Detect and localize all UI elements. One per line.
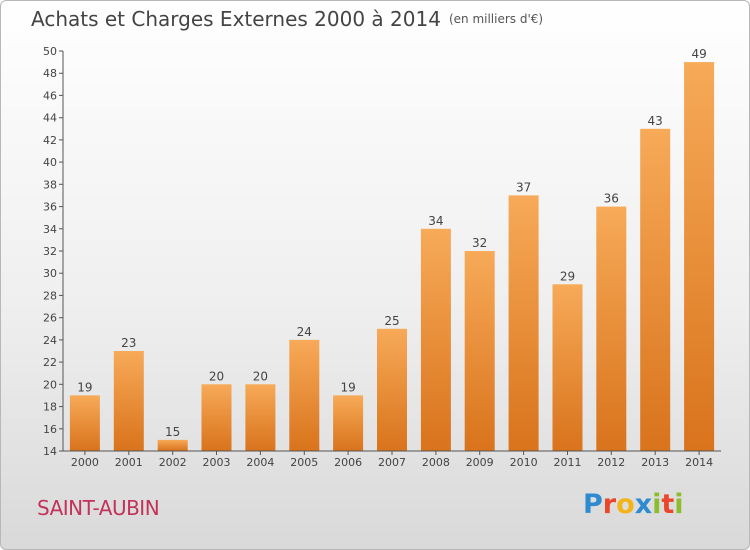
data-label-2003: 20 xyxy=(209,369,224,383)
y-tick-label-22: 22 xyxy=(43,356,57,369)
bar-2011 xyxy=(552,284,583,451)
x-tick-label-2000: 2000 xyxy=(71,456,99,469)
bar-2009 xyxy=(464,251,495,451)
bar-2006 xyxy=(333,395,364,451)
x-tick-label-2009: 2009 xyxy=(466,456,494,469)
bar-2003 xyxy=(201,384,232,451)
y-tick-label-28: 28 xyxy=(43,289,57,302)
y-tick-label-18: 18 xyxy=(43,401,57,414)
y-tick-label-16: 16 xyxy=(43,423,57,436)
y-tick-label-46: 46 xyxy=(43,89,57,102)
y-tick-label-38: 38 xyxy=(43,178,57,191)
x-tick-label-2002: 2002 xyxy=(159,456,187,469)
logo-letter: P xyxy=(583,489,603,520)
y-tick-label-40: 40 xyxy=(43,156,57,169)
bar-2005 xyxy=(289,339,320,451)
data-label-2012: 36 xyxy=(604,192,619,206)
y-tick-label-50: 50 xyxy=(43,45,57,58)
chart-subtitle: (en milliers d'€) xyxy=(448,12,544,26)
x-tick-label-2014: 2014 xyxy=(685,456,713,469)
bar-2012 xyxy=(596,206,627,451)
commune-name: SAINT-AUBIN xyxy=(37,496,160,520)
data-label-2014: 49 xyxy=(691,47,706,61)
data-label-2011: 29 xyxy=(560,269,575,283)
data-label-2001: 23 xyxy=(121,336,136,350)
y-tick-label-26: 26 xyxy=(43,312,57,325)
x-tick-label-2007: 2007 xyxy=(378,456,406,469)
data-label-2007: 25 xyxy=(384,314,399,328)
x-tick-label-2011: 2011 xyxy=(554,456,582,469)
y-tick-label-42: 42 xyxy=(43,134,57,147)
bar-2010 xyxy=(508,195,539,451)
bar-2007 xyxy=(377,328,407,451)
logo-letter: x xyxy=(634,489,653,520)
logo-letter: t xyxy=(661,489,675,520)
y-tick-label-44: 44 xyxy=(43,112,57,125)
axes-group: 2000 2001 2002 2003 2004 2005 2006 2007 2008 2009… xyxy=(43,45,721,469)
logo-letter: r xyxy=(602,489,617,520)
y-tick-label-30: 30 xyxy=(43,267,57,280)
bar-2002 xyxy=(157,439,188,451)
bar-2001 xyxy=(113,351,144,451)
x-tick-label-2008: 2008 xyxy=(422,456,450,469)
data-label-2004: 20 xyxy=(253,369,268,383)
data-label-2010: 37 xyxy=(516,180,531,194)
x-tick-label-2006: 2006 xyxy=(334,456,362,469)
x-tick-label-2012: 2012 xyxy=(597,456,625,469)
bar-2014 xyxy=(684,62,715,451)
data-label-2002: 15 xyxy=(165,425,180,439)
y-tick-label-32: 32 xyxy=(43,245,57,258)
bar-2004 xyxy=(245,384,276,451)
y-tick-label-48: 48 xyxy=(43,67,57,80)
logo-letter: i xyxy=(652,489,662,520)
chart-title: Achats et Charges Externes 2000 à 2014 (e… xyxy=(31,7,543,31)
y-tick-label-34: 34 xyxy=(43,223,57,236)
y-tick-label-36: 36 xyxy=(43,201,57,214)
logo-letter: o xyxy=(616,489,635,520)
x-tick-label-2001: 2001 xyxy=(115,456,143,469)
logo-letter: i xyxy=(674,489,684,520)
x-tick-label-2003: 2003 xyxy=(203,456,231,469)
x-tick-label-2013: 2013 xyxy=(641,456,669,469)
data-label-2013: 43 xyxy=(648,114,663,128)
data-label-2000: 19 xyxy=(77,380,92,394)
y-tick-label-14: 14 xyxy=(43,445,57,458)
x-tick-label-2005: 2005 xyxy=(290,456,318,469)
y-tick-label-20: 20 xyxy=(43,378,57,391)
data-label-2008: 34 xyxy=(428,214,443,228)
bar-2000 xyxy=(69,395,100,451)
data-label-2009: 32 xyxy=(472,236,487,250)
proxiti-logo: Proxiti xyxy=(583,489,684,520)
bar-2013 xyxy=(640,128,671,452)
data-label-2006: 19 xyxy=(340,380,355,394)
chart-title-text: Achats et Charges Externes 2000 à 2014 xyxy=(31,7,441,31)
y-tick-label-24: 24 xyxy=(43,334,57,347)
bars-group: 19 23 15 20 20 24 19 25 34 32 37 29 36 43 49 xyxy=(69,47,715,452)
data-label-2005: 24 xyxy=(297,325,312,339)
x-tick-label-2010: 2010 xyxy=(510,456,538,469)
x-tick-label-2004: 2004 xyxy=(246,456,274,469)
bar-2008 xyxy=(420,228,451,451)
